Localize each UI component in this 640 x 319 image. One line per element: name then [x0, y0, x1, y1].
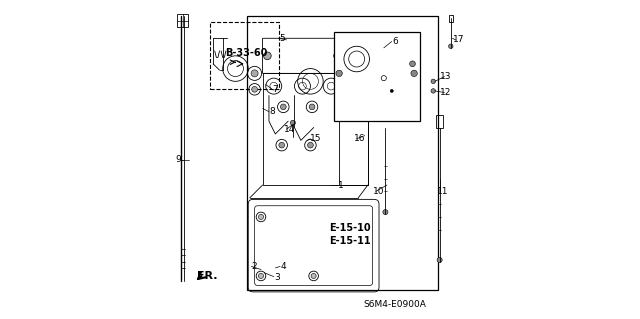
Text: B-33-60: B-33-60 [225, 48, 268, 58]
Text: 9: 9 [175, 155, 181, 164]
Circle shape [279, 142, 285, 148]
Circle shape [437, 257, 442, 263]
Bar [449, 15, 453, 22]
Circle shape [333, 52, 341, 60]
Text: 2: 2 [252, 262, 257, 271]
Text: S6M4-E0900A: S6M4-E0900A [364, 300, 426, 309]
Circle shape [308, 142, 314, 148]
Circle shape [309, 104, 315, 110]
Text: 13: 13 [440, 72, 452, 81]
Text: 10: 10 [373, 187, 385, 196]
Circle shape [431, 79, 435, 84]
Text: 3: 3 [274, 273, 280, 282]
Text: 8: 8 [269, 107, 275, 116]
Text: 4: 4 [280, 262, 286, 271]
Circle shape [291, 120, 296, 125]
Bar [262, 73, 368, 185]
Text: 6: 6 [392, 37, 398, 46]
Text: 17: 17 [453, 35, 465, 44]
Circle shape [411, 70, 417, 77]
Circle shape [251, 70, 258, 77]
Text: E-15-11: E-15-11 [330, 236, 371, 246]
Circle shape [264, 52, 271, 60]
Text: 5: 5 [279, 34, 285, 43]
Bar [334, 32, 420, 121]
Text: 7: 7 [273, 85, 278, 94]
Circle shape [390, 89, 394, 93]
Circle shape [431, 89, 435, 93]
Circle shape [311, 273, 316, 278]
Circle shape [259, 273, 264, 278]
Text: 11: 11 [437, 187, 449, 196]
Text: 16: 16 [354, 134, 365, 143]
Circle shape [336, 70, 342, 77]
Circle shape [449, 44, 453, 48]
Text: E-15-10: E-15-10 [330, 223, 371, 233]
Circle shape [410, 61, 415, 67]
Circle shape [252, 86, 257, 92]
Circle shape [259, 214, 264, 219]
Text: 14: 14 [284, 125, 296, 134]
Text: 15: 15 [310, 134, 321, 143]
Bar [246, 16, 438, 290]
Bar [436, 115, 443, 128]
Bar [177, 14, 188, 27]
Text: 1: 1 [338, 181, 344, 189]
Text: 12: 12 [440, 88, 452, 97]
Circle shape [280, 104, 286, 110]
Circle shape [383, 210, 388, 215]
Bar [210, 22, 278, 89]
Text: FR.: FR. [196, 271, 217, 281]
